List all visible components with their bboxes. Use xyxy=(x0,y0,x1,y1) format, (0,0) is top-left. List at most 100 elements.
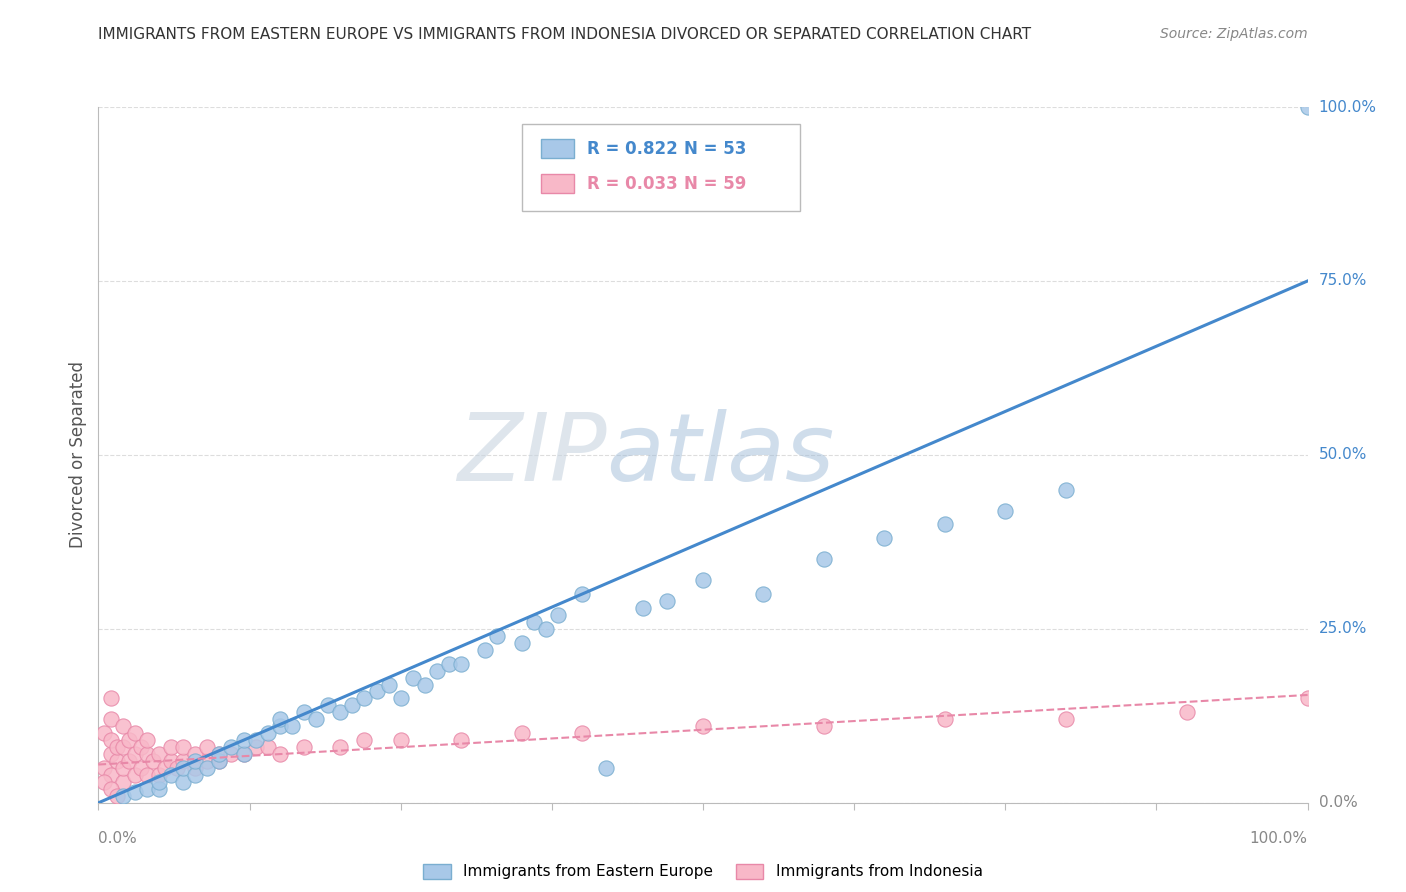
Point xyxy=(172,740,194,755)
Point xyxy=(256,726,278,740)
Point xyxy=(160,768,183,782)
Point xyxy=(208,754,231,768)
Legend: Immigrants from Eastern Europe, Immigrants from Indonesia: Immigrants from Eastern Europe, Immigran… xyxy=(418,857,988,886)
Point xyxy=(100,733,122,747)
Point xyxy=(245,733,267,747)
Point xyxy=(148,775,170,789)
Point xyxy=(366,684,388,698)
Point xyxy=(135,747,157,761)
Point xyxy=(93,726,115,740)
Point xyxy=(142,754,165,768)
Point xyxy=(510,726,533,740)
Point xyxy=(129,740,152,755)
Point xyxy=(281,719,304,733)
Point xyxy=(105,754,128,768)
Point xyxy=(100,712,122,726)
Point xyxy=(595,761,617,775)
Point xyxy=(129,761,152,775)
Text: 0.0%: 0.0% xyxy=(98,830,138,846)
Point xyxy=(692,719,714,733)
Point xyxy=(873,532,896,546)
Point xyxy=(269,747,291,761)
Point xyxy=(1054,483,1077,497)
Point xyxy=(135,781,157,796)
Point xyxy=(305,712,328,726)
Point xyxy=(148,768,170,782)
Point xyxy=(105,740,128,755)
Point xyxy=(245,740,267,755)
Point xyxy=(221,747,243,761)
Point xyxy=(105,789,128,803)
Point xyxy=(450,733,472,747)
Point xyxy=(172,754,194,768)
Point xyxy=(184,754,207,768)
Point xyxy=(1175,706,1198,720)
Text: N = 59: N = 59 xyxy=(683,175,747,193)
Point xyxy=(100,747,122,761)
Point xyxy=(195,761,218,775)
Point xyxy=(269,719,291,733)
Point xyxy=(232,747,254,761)
Point xyxy=(316,698,339,713)
Point xyxy=(184,747,207,761)
Point xyxy=(994,503,1017,517)
Point xyxy=(100,781,122,796)
Point xyxy=(124,785,146,799)
Point xyxy=(208,747,231,761)
Point xyxy=(474,642,496,657)
Point xyxy=(195,740,218,755)
Point xyxy=(111,740,134,755)
Text: 25.0%: 25.0% xyxy=(1319,622,1367,636)
FancyBboxPatch shape xyxy=(522,124,800,211)
Point xyxy=(148,747,170,761)
Point xyxy=(93,761,115,775)
Point xyxy=(124,768,146,782)
Text: IMMIGRANTS FROM EASTERN EUROPE VS IMMIGRANTS FROM INDONESIA DIVORCED OR SEPARATE: IMMIGRANTS FROM EASTERN EUROPE VS IMMIGR… xyxy=(98,27,1032,42)
Point xyxy=(232,747,254,761)
Point xyxy=(118,754,141,768)
Point xyxy=(148,781,170,796)
Text: ZIP: ZIP xyxy=(457,409,606,500)
Point xyxy=(124,747,146,761)
Point xyxy=(160,740,183,755)
Point xyxy=(292,740,315,755)
Point xyxy=(111,775,134,789)
Point xyxy=(510,636,533,650)
Point xyxy=(208,747,231,761)
Point xyxy=(195,754,218,768)
Point xyxy=(752,587,775,601)
Point xyxy=(135,768,157,782)
Point xyxy=(413,677,436,691)
Point xyxy=(1296,100,1319,114)
Text: R = 0.822: R = 0.822 xyxy=(586,140,678,158)
Text: 0.0%: 0.0% xyxy=(1319,796,1357,810)
Point xyxy=(256,740,278,755)
FancyBboxPatch shape xyxy=(541,139,574,158)
Point xyxy=(342,698,364,713)
Point xyxy=(292,706,315,720)
Text: 50.0%: 50.0% xyxy=(1319,448,1367,462)
Point xyxy=(111,719,134,733)
Point xyxy=(934,712,956,726)
Point xyxy=(547,607,569,622)
Point xyxy=(269,712,291,726)
Point xyxy=(450,657,472,671)
Point xyxy=(221,740,243,755)
Point xyxy=(402,671,425,685)
Point xyxy=(232,733,254,747)
Point xyxy=(172,775,194,789)
Point xyxy=(1296,691,1319,706)
Point xyxy=(208,754,231,768)
Point xyxy=(813,552,835,566)
Point xyxy=(631,601,654,615)
Point xyxy=(184,761,207,775)
Text: Source: ZipAtlas.com: Source: ZipAtlas.com xyxy=(1160,27,1308,41)
Point xyxy=(655,594,678,608)
Point xyxy=(172,761,194,775)
Point xyxy=(934,517,956,532)
Point xyxy=(486,629,509,643)
Point xyxy=(111,789,134,803)
Point xyxy=(353,733,375,747)
Y-axis label: Divorced or Separated: Divorced or Separated xyxy=(69,361,87,549)
Text: 75.0%: 75.0% xyxy=(1319,274,1367,288)
